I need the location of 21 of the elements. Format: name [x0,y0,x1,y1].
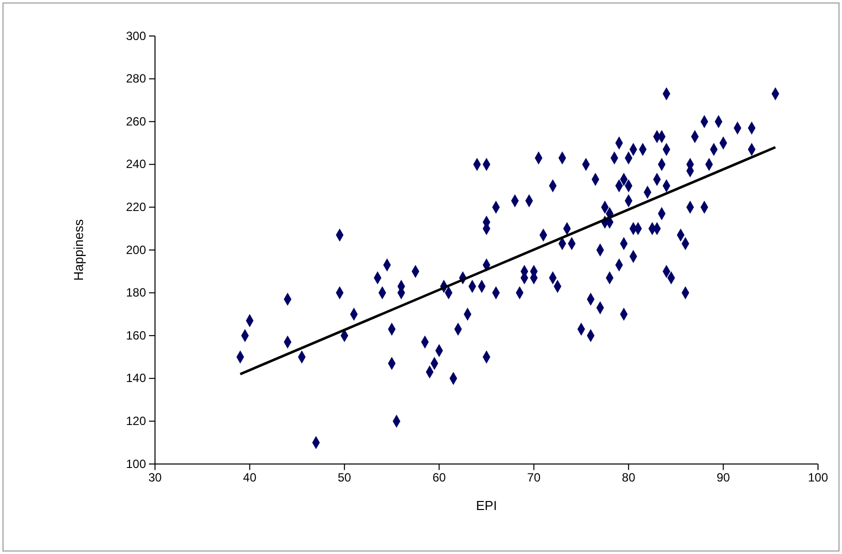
y-axis-title: Happiness [71,218,86,281]
x-tick-label: 50 [338,470,352,485]
y-tick-label: 220 [126,200,146,214]
y-tick-label: 100 [126,456,146,471]
x-tick-label: 40 [243,470,257,485]
x-tick-label: 80 [622,470,636,485]
y-tick-label: 300 [126,28,146,43]
x-tick-label: 30 [148,470,162,485]
y-tick-label: 200 [126,242,146,257]
y-tick-label: 140 [126,371,146,386]
y-tick-label: 160 [126,328,146,342]
y-tick-label: 260 [126,114,146,128]
y-tick-label: 120 [126,414,146,428]
y-tick-label: 180 [126,286,146,300]
x-tick-label: 60 [432,470,446,485]
y-tick-label: 240 [126,157,146,172]
x-axis-title: EPI [476,498,497,513]
x-tick-label: 100 [808,470,828,485]
y-tick-label: 280 [126,72,146,86]
x-tick-label: 70 [527,470,541,485]
x-tick-label: 90 [716,470,730,485]
